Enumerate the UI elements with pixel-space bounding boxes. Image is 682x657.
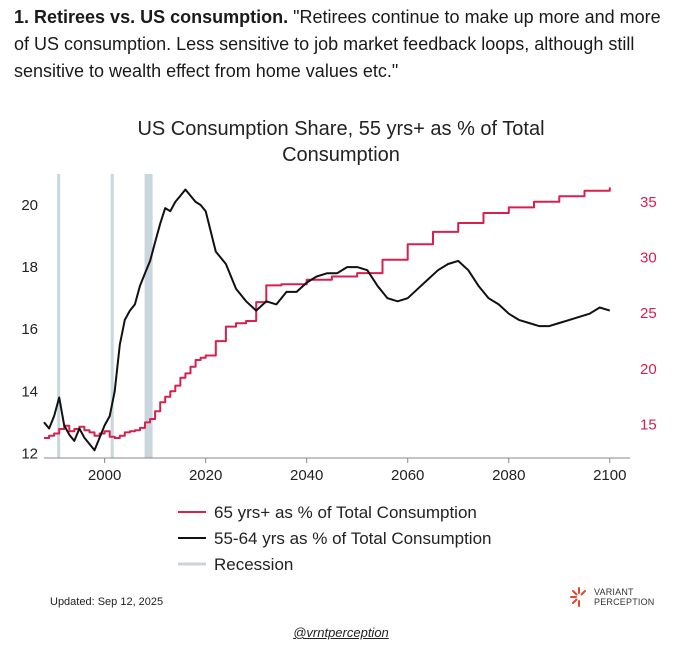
right-tick-label: 30 xyxy=(640,250,657,267)
x-tick-label: 2040 xyxy=(290,467,323,484)
series-55-64-line xyxy=(43,188,611,452)
brand-name: VARIANT PERCEPTION xyxy=(594,587,655,607)
brand-line2: PERCEPTION xyxy=(594,597,655,607)
post-heading: 1. Retirees vs. US consumption. xyxy=(14,7,289,27)
x-tick-label: 2000 xyxy=(88,467,121,484)
x-tick-label: 2060 xyxy=(391,467,424,484)
x-tick-label: 2100 xyxy=(593,467,626,484)
updated-date: Updated: Sep 12, 2025 xyxy=(50,596,164,608)
sunburst-icon xyxy=(570,587,586,607)
chart-title-line1: US Consumption Share, 55 yrs+ as % of To… xyxy=(137,118,545,140)
series-65-plus-line xyxy=(44,187,611,439)
legend-label: Recession xyxy=(214,555,293,574)
right-tick-label: 15 xyxy=(640,417,657,434)
right-tick-label: 35 xyxy=(640,194,657,211)
chart-title: US Consumption Share, 55 yrs+ as % of To… xyxy=(0,116,682,168)
brand-line1: VARIANT xyxy=(594,587,634,597)
recession-band xyxy=(57,174,61,458)
recession-band xyxy=(144,174,153,458)
left-tick-label: 12 xyxy=(21,445,38,462)
legend-label: 65 yrs+ as % of Total Consumption xyxy=(214,503,477,522)
right-tick-label: 20 xyxy=(640,361,657,378)
right-tick-label: 25 xyxy=(640,305,657,322)
legend-label: 55-64 yrs as % of Total Consumption xyxy=(214,529,492,548)
brand-logo: VARIANT PERCEPTION xyxy=(568,586,655,608)
left-tick-label: 20 xyxy=(21,197,38,214)
left-tick-label: 18 xyxy=(21,259,38,276)
recession-band xyxy=(110,174,114,458)
x-tick-label: 2020 xyxy=(189,467,222,484)
chart-title-line2: Consumption xyxy=(282,144,400,166)
chart-svg: 2000 2020 2040 2060 2080 2100 12 14 16 18 20 15 20 25… xyxy=(21,174,657,574)
post-body: "Retirees continue to make up more and m… xyxy=(14,7,661,81)
left-tick-label: 14 xyxy=(21,383,38,400)
twitter-handle-link[interactable]: @vrntperception xyxy=(293,625,389,640)
x-tick-label: 2080 xyxy=(492,467,525,484)
post-text: 1. Retirees vs. US consumption. "Retiree… xyxy=(14,4,664,85)
left-tick-label: 16 xyxy=(21,321,38,338)
chart-card: US Consumption Share, 55 yrs+ as % of To… xyxy=(0,100,682,620)
